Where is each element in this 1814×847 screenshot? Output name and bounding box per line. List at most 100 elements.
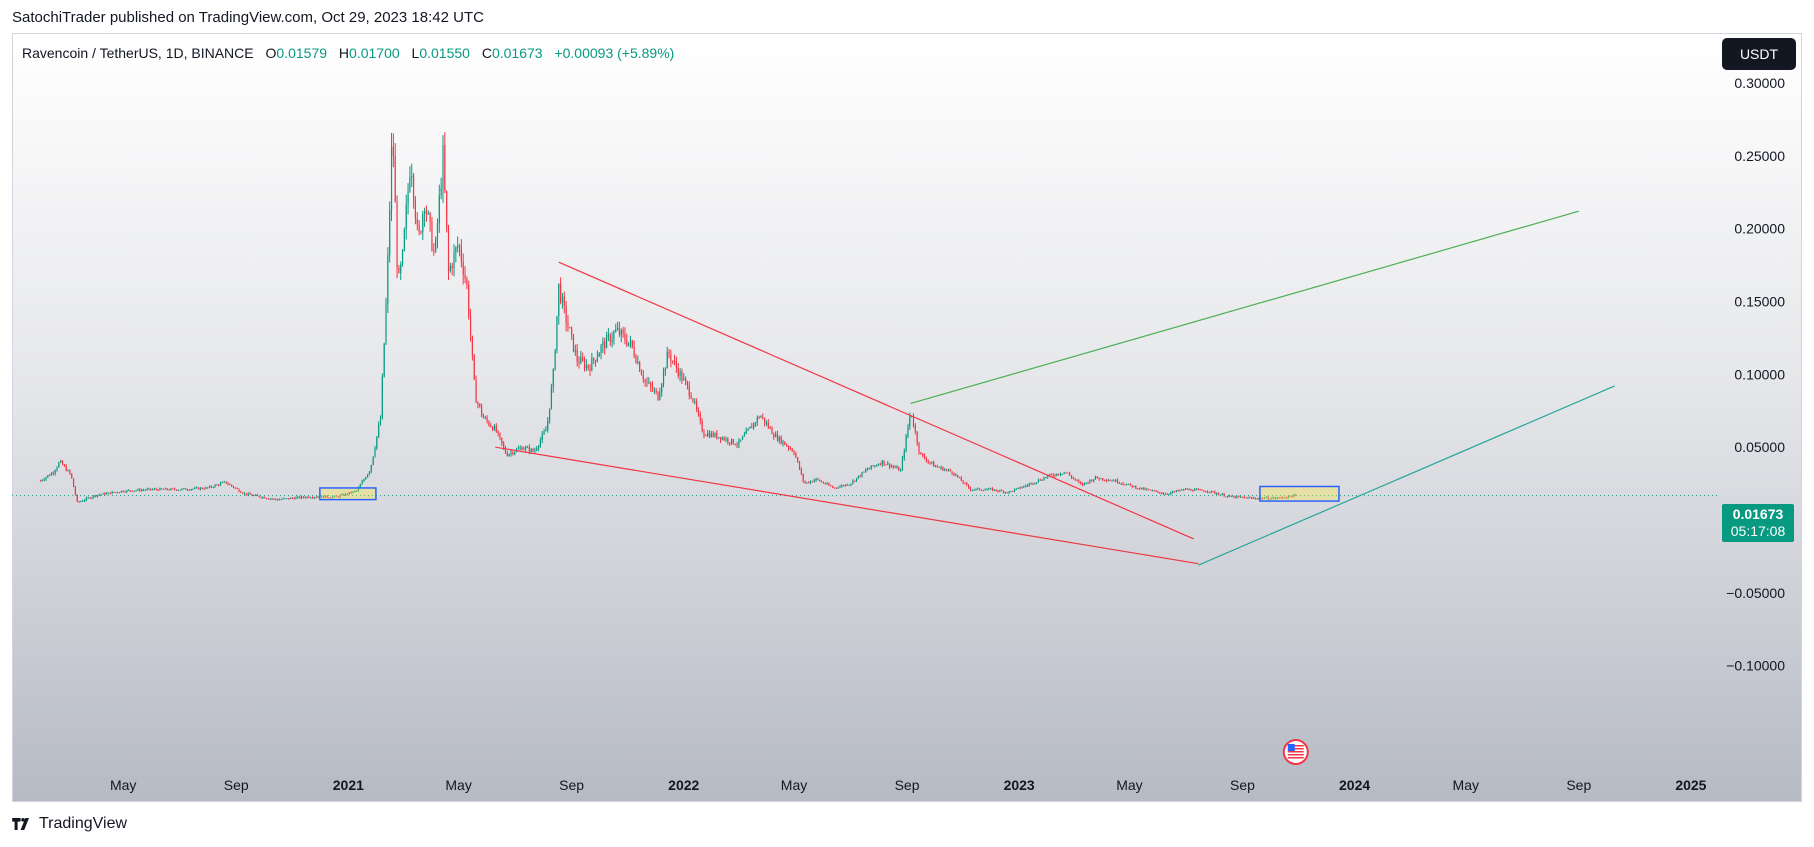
candle-body	[561, 296, 564, 303]
x-tick-label: May	[781, 777, 807, 793]
candle-body	[113, 491, 115, 493]
candle-body	[163, 489, 165, 491]
candle-body	[107, 492, 110, 494]
candle-body	[576, 349, 578, 362]
candle-body	[629, 340, 632, 343]
candle-body	[872, 465, 874, 467]
candle-body	[1192, 490, 1194, 492]
candle-body	[300, 496, 303, 499]
candle-body	[591, 358, 593, 371]
candle-body	[153, 488, 156, 490]
candle-body	[1265, 497, 1267, 499]
candle-body	[936, 466, 938, 468]
candle-body	[449, 265, 451, 271]
candle-body	[1262, 497, 1264, 499]
candle-body	[1149, 489, 1152, 491]
currency-button[interactable]: USDT	[1722, 38, 1796, 70]
candle-body	[313, 497, 315, 499]
candle-body	[181, 488, 183, 490]
candle-body	[598, 353, 600, 357]
candle-body	[104, 493, 106, 495]
candle-body	[716, 433, 718, 439]
candle-body	[1267, 497, 1269, 500]
candle-body	[751, 426, 753, 428]
candle-body	[764, 417, 766, 424]
candle-body	[833, 487, 836, 489]
x-tick-label: Sep	[224, 777, 249, 793]
candle-body	[1043, 477, 1045, 481]
candle-body	[618, 327, 621, 335]
candle-body	[668, 351, 670, 355]
candle-body	[1107, 480, 1109, 482]
candle-body	[95, 495, 97, 497]
candle-body	[440, 188, 442, 196]
candle-body	[778, 436, 780, 441]
candle-body	[1164, 493, 1166, 495]
candle-body	[220, 483, 222, 486]
candle-body	[1120, 483, 1122, 485]
candle-body	[164, 488, 167, 490]
candle-body	[622, 329, 624, 334]
x-tick-label: May	[445, 777, 471, 793]
candle-body	[341, 494, 343, 496]
candle-body	[1012, 490, 1014, 492]
candle-body	[401, 250, 404, 265]
candle-body	[883, 460, 885, 465]
candle-body	[201, 487, 203, 489]
candle-body	[234, 487, 236, 489]
candle-body	[203, 488, 205, 490]
bar-countdown: 05:17:08	[1730, 523, 1786, 539]
candle-body	[1217, 493, 1220, 495]
footer-brand[interactable]: TradingView	[12, 815, 127, 833]
chart-pane[interactable]	[12, 33, 1802, 802]
candle-body	[863, 471, 865, 473]
candle-body	[850, 483, 852, 485]
candle-body	[490, 425, 492, 427]
candle-body	[223, 481, 225, 483]
us-flag-event-icon	[1287, 745, 1304, 747]
candle-body	[63, 464, 65, 467]
candle-body	[1177, 490, 1179, 492]
candle-body	[986, 489, 988, 491]
candle-body	[98, 494, 100, 496]
x-tick-label: 2022	[668, 777, 699, 793]
candle-body	[539, 440, 541, 446]
candle-body	[1208, 491, 1210, 493]
candle-body	[1210, 490, 1212, 493]
candle-body	[1280, 497, 1282, 499]
candle-body	[609, 334, 611, 342]
candle-body	[140, 489, 143, 491]
candle-body	[356, 490, 358, 492]
candle-body	[438, 195, 440, 224]
candle-body	[72, 478, 75, 487]
candle-body	[1260, 497, 1262, 499]
candle-body	[49, 475, 51, 477]
candle-body	[1232, 496, 1234, 498]
candle-body	[183, 488, 185, 490]
candle-body	[333, 495, 336, 497]
candle-body	[168, 489, 170, 491]
candle-body	[225, 481, 227, 484]
candle-body	[808, 482, 810, 484]
candle-body	[947, 469, 950, 471]
candle-body	[672, 361, 674, 363]
candle-body	[1126, 484, 1128, 486]
us-flag-event-icon	[1287, 748, 1304, 750]
candle-body	[786, 444, 788, 447]
candle-body	[1276, 498, 1278, 500]
candle-body	[694, 401, 696, 403]
candle-body	[635, 356, 637, 363]
candle-body	[1076, 479, 1078, 481]
candle-body	[999, 490, 1001, 492]
candle-body	[155, 488, 157, 490]
candle-body	[1058, 473, 1060, 475]
candle-body	[175, 489, 178, 491]
candle-body	[758, 417, 760, 419]
candle-body	[752, 423, 755, 428]
candle-body	[1054, 475, 1056, 477]
candle-body	[852, 480, 854, 484]
candle-body	[705, 435, 707, 437]
x-tick-label: May	[1116, 777, 1142, 793]
candle-body	[1050, 474, 1052, 476]
